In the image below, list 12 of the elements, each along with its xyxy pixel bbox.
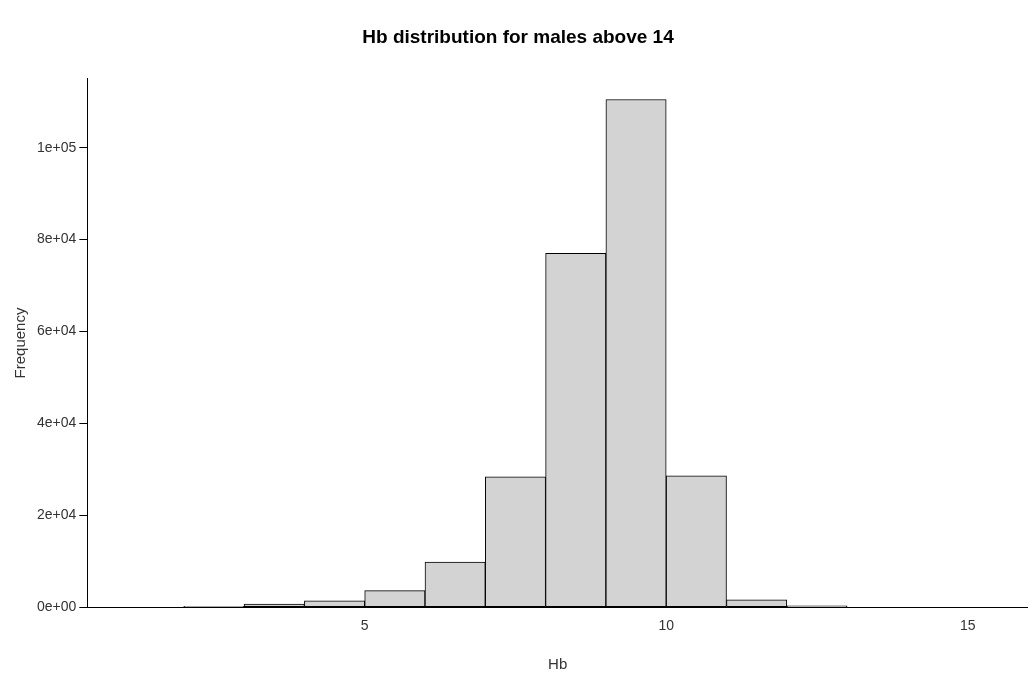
x-tick-label: 5 — [360, 617, 369, 634]
x-tick-label: 10 — [658, 617, 675, 634]
y-tick-label: 8e+04 — [36, 230, 77, 247]
y-tick-label: 2e+04 — [36, 506, 77, 523]
y-tick-label: 1e+05 — [36, 138, 77, 155]
chart-title: Hb distribution for males above 14 — [362, 25, 675, 47]
y-tick-label: 0e+00 — [36, 598, 77, 615]
y-tick-label: 6e+04 — [36, 322, 77, 339]
y-axis-title: Frequency — [11, 307, 29, 379]
y-tick-label: 4e+04 — [36, 414, 77, 431]
x-axis-title: Hb — [548, 655, 568, 673]
x-tick-label: 15 — [959, 617, 976, 634]
